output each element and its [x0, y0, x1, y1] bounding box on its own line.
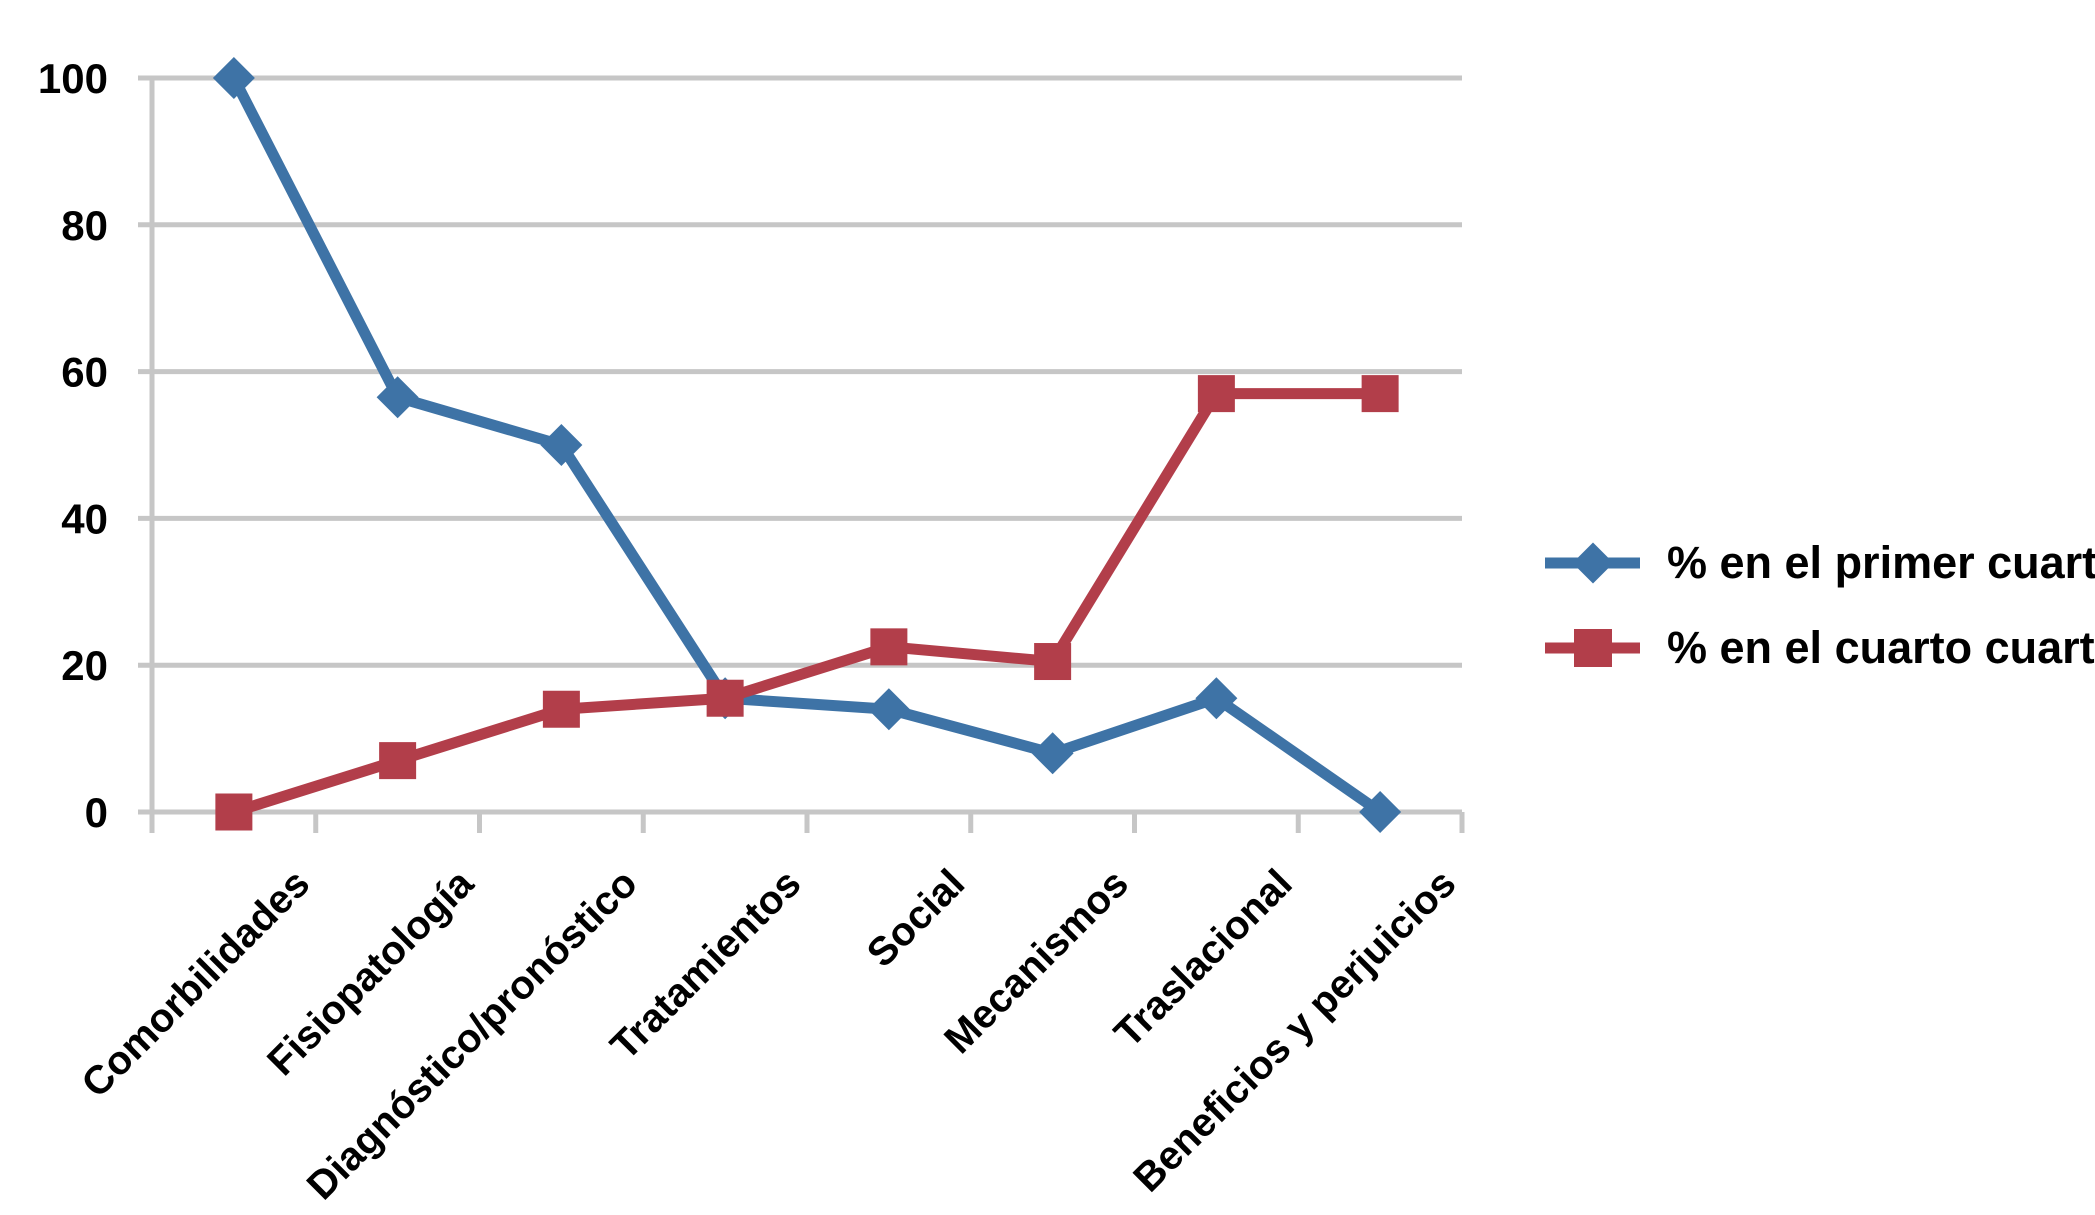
- x-category-label: Diagnóstico/pronóstico: [299, 861, 646, 1208]
- data-point-square: [379, 742, 417, 780]
- y-tick-label: 100: [38, 55, 108, 102]
- data-point-diamond: [540, 424, 583, 466]
- data-point-diamond: [1359, 791, 1402, 833]
- data-point-diamond: [867, 688, 910, 731]
- y-tick-label: 60: [61, 349, 108, 396]
- series-line-primer-cuartil: [228, 75, 1384, 817]
- data-point-square: [1197, 375, 1235, 413]
- x-category-label: Social: [859, 861, 973, 975]
- data-point-square: [870, 628, 908, 666]
- data-point-square: [542, 690, 580, 728]
- legend-label-primer-cuartil: % en el primer cuartil: [1667, 537, 2095, 588]
- y-tick-label: 80: [61, 202, 108, 249]
- data-point-diamond: [1031, 732, 1074, 775]
- data-point-square: [215, 793, 253, 831]
- data-point-diamond: [376, 376, 419, 419]
- legend-item-primer-cuartil: % en el primer cuartil: [1545, 533, 2095, 593]
- legend: % en el primer cuartil % en el cuarto cu…: [1545, 533, 2095, 678]
- x-category-label: Beneficios y perjuicios: [1125, 861, 1464, 1200]
- data-point-square: [706, 679, 744, 717]
- y-tick-label: 20: [61, 642, 108, 689]
- red-square-legend-marker: [1545, 618, 1640, 678]
- series-line-cuarto-cuartil: [232, 388, 1381, 818]
- y-tick-label: 40: [61, 495, 108, 542]
- legend-item-cuarto-cuartil: % en el cuarto cuartil: [1545, 618, 2095, 678]
- data-point-diamond: [1195, 677, 1238, 720]
- blue-diamond-legend-marker: [1545, 533, 1640, 593]
- data-point-square: [1034, 643, 1072, 681]
- data-point-diamond: [212, 57, 255, 99]
- legend-label-cuarto-cuartil: % en el cuarto cuartil: [1667, 622, 2095, 673]
- data-point-square: [1361, 375, 1399, 413]
- y-tick-label: 0: [85, 789, 108, 836]
